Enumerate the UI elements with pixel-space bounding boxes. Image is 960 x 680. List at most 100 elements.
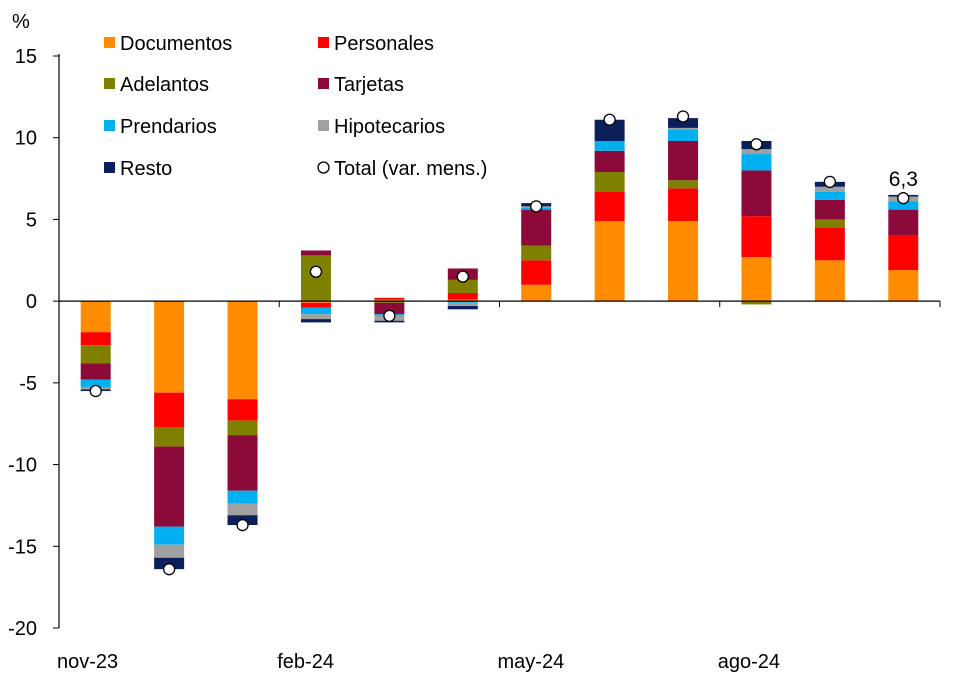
bar-segment-prendarios xyxy=(668,129,699,141)
legend-label: Adelantos xyxy=(120,74,209,96)
bar-segment-adelantos xyxy=(741,301,772,305)
bar-segment-personales xyxy=(594,191,625,222)
total-marker xyxy=(456,270,469,283)
bar-segment-personales xyxy=(888,235,919,271)
total-marker xyxy=(162,563,176,576)
y-tick-label: 5 xyxy=(26,209,37,231)
total-marker xyxy=(309,265,323,278)
legend-label: Resto xyxy=(120,158,172,180)
bar-segment-tarjetas xyxy=(668,140,699,181)
y-axis-unit-label: % xyxy=(12,11,30,33)
bar-segment-tarjetas xyxy=(374,302,405,315)
bar-segment-resto xyxy=(447,306,478,310)
bar-segment-documentos xyxy=(741,257,772,302)
bar-segment-documentos xyxy=(80,301,111,333)
bar-segment-documentos xyxy=(447,299,478,302)
bar-segment-personales xyxy=(227,399,258,421)
total-marker xyxy=(383,309,396,323)
bar-segment-prendarios xyxy=(300,307,331,315)
legend-label: Hipotecarios xyxy=(334,116,445,138)
total-marker xyxy=(236,518,249,532)
bar-segment-documentos xyxy=(374,299,405,302)
bar-segment-hipotecarios xyxy=(668,127,699,130)
y-axis: 15 10 5 0 -5 -10 -15 -20 xyxy=(8,46,59,640)
total-marker xyxy=(603,113,616,126)
x-axis: nov-23 feb-24 may-24 ago-24 xyxy=(57,301,941,673)
bar-segment-hipotecarios xyxy=(741,149,772,155)
legend-swatch xyxy=(318,78,329,89)
bar-segment-adelantos xyxy=(447,279,478,293)
bar-segment-hipotecarios xyxy=(154,544,185,558)
bar-segment-personales xyxy=(741,216,772,258)
y-tick-label: 10 xyxy=(15,128,37,150)
legend-swatch xyxy=(318,37,329,48)
bar-segment-personales xyxy=(154,392,185,427)
legend-label: Tarjetas xyxy=(334,74,404,96)
bar-segment-documentos xyxy=(888,270,919,302)
bar-segment-adelantos xyxy=(668,180,699,189)
y-tick-label: 15 xyxy=(15,46,37,68)
bar-segment-tarjetas xyxy=(300,250,331,256)
bar-segment-hipotecarios xyxy=(814,186,845,192)
axes xyxy=(58,54,940,628)
legend-swatch xyxy=(104,162,115,173)
bar-segment-tarjetas xyxy=(227,435,258,491)
total-marker xyxy=(676,110,690,123)
bar-segment-personales xyxy=(521,260,552,285)
bar-segment-adelantos xyxy=(154,426,185,447)
y-tick-label: -20 xyxy=(8,618,37,640)
bar-segment-tarjetas xyxy=(594,150,625,173)
legend-label: Personales xyxy=(334,33,434,55)
x-tick-label: feb-24 xyxy=(277,651,334,673)
x-tick-label: nov-23 xyxy=(57,651,118,673)
bar-segment-adelantos xyxy=(300,255,331,302)
legend: Documentos Personales Adelantos Tarjetas Pre… xyxy=(104,33,487,180)
bar-segment-personales xyxy=(300,302,331,308)
y-tick-label: -15 xyxy=(8,536,37,558)
y-tick-label: -5 xyxy=(19,373,37,395)
total-marker xyxy=(750,138,763,151)
legend-label: Prendarios xyxy=(120,116,217,138)
bar-segment-documentos xyxy=(814,260,845,302)
bar-segment-tarjetas xyxy=(741,170,772,217)
bar-segment-documentos xyxy=(521,284,552,302)
bar-segment-hipotecarios xyxy=(300,314,331,320)
total-marker xyxy=(89,384,102,398)
bar-segment-tarjetas xyxy=(888,209,919,236)
bar-segment-documentos xyxy=(227,301,258,400)
legend-label: Documentos xyxy=(120,33,232,55)
total-markers xyxy=(89,110,910,576)
bar-segment-tarjetas xyxy=(80,363,111,380)
bar-segment-tarjetas xyxy=(154,446,185,527)
total-annotation: 6,3 xyxy=(889,168,918,191)
bar-segment-resto xyxy=(300,319,331,323)
bar-segment-documentos xyxy=(668,221,699,302)
bar-segment-resto xyxy=(594,119,625,141)
bar-segment-adelantos xyxy=(227,420,258,436)
bar-segment-tarjetas xyxy=(521,209,552,246)
bar-segment-personales xyxy=(668,188,699,222)
legend-label: Total (var. mens.) xyxy=(334,158,487,180)
bars xyxy=(80,118,919,570)
x-tick-label: ago-24 xyxy=(718,651,780,673)
bar-segment-adelantos xyxy=(521,245,552,261)
total-marker xyxy=(823,175,837,188)
legend-marker xyxy=(317,161,330,174)
legend-swatch xyxy=(318,120,329,131)
legend-swatch xyxy=(104,78,115,89)
total-marker xyxy=(897,192,910,205)
bar-segment-personales xyxy=(814,227,845,261)
bar-segment-adelantos xyxy=(374,301,405,303)
bar-segment-adelantos xyxy=(80,345,111,364)
bar-segment-hipotecarios xyxy=(447,302,478,307)
legend-swatch xyxy=(104,37,115,48)
bar-segment-personales xyxy=(80,332,111,346)
bar-segment-documentos xyxy=(300,301,331,303)
bar-segment-adelantos xyxy=(814,219,845,228)
bar-segment-prendarios xyxy=(594,140,625,151)
bar-segment-prendarios xyxy=(80,379,111,388)
bar-segment-prendarios xyxy=(154,526,185,545)
y-tick-label: -10 xyxy=(8,455,37,477)
x-tick-label: may-24 xyxy=(498,651,565,673)
